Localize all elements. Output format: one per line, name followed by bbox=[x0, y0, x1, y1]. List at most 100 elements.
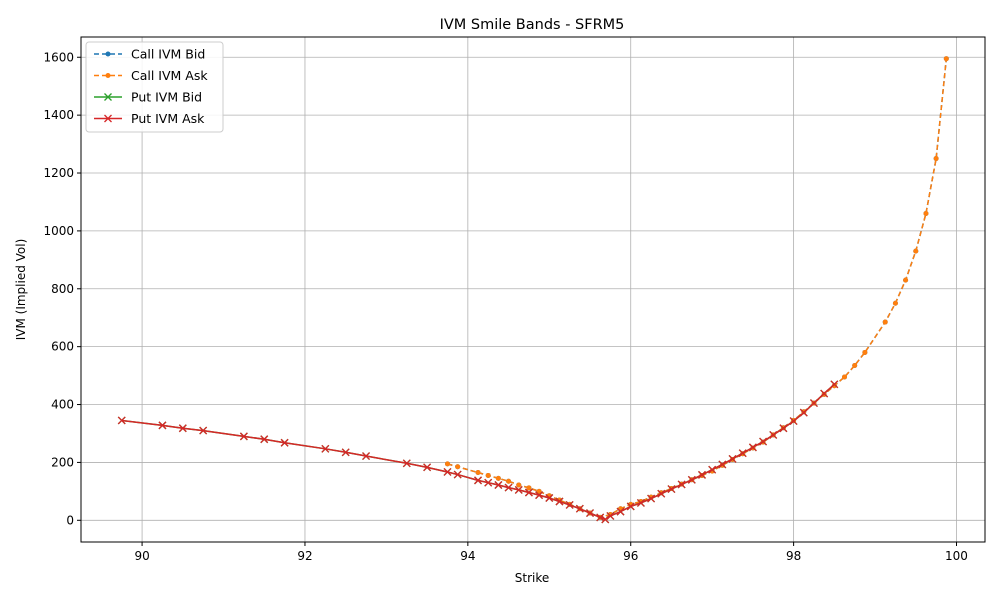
legend-entry-call-ivm-ask: Call IVM Ask bbox=[94, 68, 208, 83]
legend-marker-put-ivm-ask bbox=[104, 114, 112, 123]
data-point-put-ivm-ask bbox=[484, 478, 493, 487]
data-point-put-ivm-ask bbox=[514, 485, 523, 494]
y-tick-label: 800 bbox=[51, 282, 74, 296]
data-point-put-ivm-ask bbox=[677, 480, 686, 489]
data-point-put-ivm-ask bbox=[586, 509, 594, 518]
y-axis-title: IVM (Implied Vol) bbox=[14, 239, 28, 341]
y-tick-label: 1400 bbox=[43, 108, 74, 122]
x-tick-label: 94 bbox=[460, 549, 475, 563]
data-point-call-ivm-ask bbox=[485, 472, 491, 478]
legend-marker-put-ivm-bid bbox=[104, 93, 112, 101]
data-point-put-ivm-ask bbox=[698, 470, 706, 479]
chart-title: IVM Smile Bands - SFRM5 bbox=[440, 17, 625, 33]
series-put-ivm-bid bbox=[117, 380, 839, 524]
data-point-call-ivm-ask bbox=[882, 319, 888, 325]
data-point-put-ivm-ask bbox=[759, 437, 768, 446]
legend-label: Call IVM Ask bbox=[131, 68, 208, 83]
data-point-put-ivm-ask bbox=[117, 416, 126, 425]
data-point-put-ivm-ask bbox=[555, 497, 564, 506]
series-put-ivm-ask bbox=[117, 380, 839, 524]
data-point-call-ivm-ask bbox=[475, 470, 481, 476]
data-point-call-ivm-ask bbox=[536, 488, 542, 494]
x-tick-label: 98 bbox=[786, 549, 801, 563]
y-tick-label: 200 bbox=[51, 455, 74, 469]
legend-label: Call IVM Bid bbox=[131, 47, 205, 62]
data-point-put-ivm-ask bbox=[260, 435, 269, 444]
legend-marker-call-ivm-bid bbox=[105, 51, 111, 57]
legend-label: Put IVM Bid bbox=[131, 90, 202, 105]
data-point-put-ivm-ask bbox=[647, 494, 656, 503]
data-point-put-ivm-ask bbox=[687, 475, 696, 484]
data-point-call-ivm-ask bbox=[526, 485, 532, 491]
data-point-put-ivm-ask bbox=[799, 408, 808, 417]
data-point-put-ivm-ask bbox=[748, 443, 757, 452]
x-tick-label: 100 bbox=[945, 549, 968, 563]
data-point-call-ivm-ask bbox=[495, 475, 501, 481]
data-point-put-ivm-ask bbox=[494, 481, 503, 489]
data-point-put-ivm-ask bbox=[636, 498, 645, 507]
data-point-put-ivm-ask bbox=[769, 430, 778, 439]
legend-entry-call-ivm-bid: Call IVM Bid bbox=[94, 47, 205, 62]
data-point-call-ivm-ask bbox=[506, 478, 512, 484]
data-point-put-ivm-ask bbox=[199, 426, 208, 435]
legend-box bbox=[85, 41, 224, 133]
data-point-call-ivm-ask bbox=[516, 482, 522, 488]
data-point-call-ivm-ask bbox=[933, 156, 939, 162]
data-point-put-ivm-ask bbox=[820, 389, 829, 398]
data-point-put-ivm-ask bbox=[524, 488, 533, 497]
data-point-put-ivm-ask bbox=[738, 449, 747, 458]
plot-frame bbox=[80, 36, 986, 543]
data-point-put-ivm-ask bbox=[535, 491, 544, 500]
data-point-put-ivm-ask bbox=[810, 399, 818, 408]
data-point-call-ivm-ask bbox=[455, 464, 461, 470]
data-point-put-ivm-ask bbox=[545, 494, 554, 502]
series-call-ivm-ask bbox=[444, 56, 949, 520]
plot-series bbox=[117, 56, 949, 524]
y-tick-label: 1600 bbox=[43, 50, 74, 64]
data-point-put-ivm-ask bbox=[728, 454, 737, 463]
data-point-put-ivm-ask bbox=[280, 438, 289, 447]
series-line-call-ivm-bid bbox=[447, 58, 948, 519]
y-tick-label: 1200 bbox=[43, 166, 74, 180]
grid bbox=[81, 37, 985, 542]
data-point-put-ivm-ask bbox=[453, 470, 462, 479]
y-tick-label: 0 bbox=[66, 513, 74, 527]
data-point-put-ivm-ask bbox=[601, 515, 610, 524]
data-point-call-ivm-ask bbox=[903, 277, 909, 283]
data-point-put-ivm-ask bbox=[321, 444, 330, 453]
data-point-put-ivm-ask bbox=[341, 448, 350, 457]
data-point-put-ivm-ask bbox=[616, 507, 625, 516]
legend: Call IVM Bid Call IVM Ask Put IVM Bid Put I… bbox=[85, 41, 224, 133]
legend-label: Put IVM Ask bbox=[131, 111, 205, 126]
data-point-put-ivm-ask bbox=[708, 465, 717, 474]
data-point-call-ivm-ask bbox=[923, 211, 929, 217]
data-point-call-ivm-ask bbox=[444, 461, 450, 467]
data-point-put-ivm-ask bbox=[474, 476, 482, 485]
data-point-put-ivm-ask bbox=[830, 380, 839, 389]
data-point-put-ivm-ask bbox=[789, 417, 798, 425]
data-point-put-ivm-ask bbox=[779, 424, 788, 433]
y-tick-label: 1000 bbox=[43, 224, 74, 238]
x-tick-label: 90 bbox=[134, 549, 149, 563]
data-point-put-ivm-ask bbox=[362, 452, 371, 461]
legend-entry-put-ivm-bid: Put IVM Bid bbox=[94, 90, 202, 105]
data-point-put-ivm-ask bbox=[596, 513, 605, 522]
x-tick-label: 92 bbox=[297, 549, 312, 563]
data-point-call-ivm-ask bbox=[842, 374, 848, 380]
data-point-put-ivm-ask bbox=[423, 463, 432, 472]
data-point-call-ivm-ask bbox=[892, 300, 898, 306]
series-call-ivm-bid bbox=[444, 56, 949, 520]
series-line-call-ivm-ask bbox=[447, 58, 948, 519]
data-point-put-ivm-ask bbox=[606, 511, 615, 520]
data-point-call-ivm-ask bbox=[862, 349, 868, 355]
data-point-put-ivm-ask bbox=[626, 502, 635, 511]
data-point-put-ivm-ask bbox=[239, 432, 248, 441]
axis-ticks: 90 92 94 96 98 100020040060080010001200140016… bbox=[43, 50, 967, 563]
x-tick-label: 96 bbox=[623, 549, 638, 563]
x-axis-title: Strike bbox=[515, 571, 550, 585]
data-point-put-ivm-ask bbox=[443, 468, 452, 476]
data-point-put-ivm-ask bbox=[178, 424, 187, 433]
data-point-put-ivm-ask bbox=[158, 421, 167, 430]
data-point-call-ivm-ask bbox=[913, 248, 919, 254]
